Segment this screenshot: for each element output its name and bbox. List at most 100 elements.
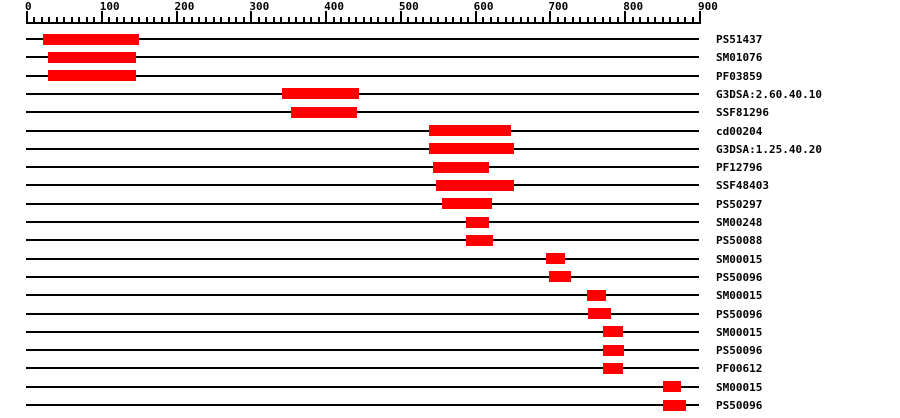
ruler-minor-tick <box>646 17 649 24</box>
feature-track[interactable]: SM00015 <box>0 323 900 341</box>
ruler-minor-tick <box>340 17 343 24</box>
feature-bar[interactable] <box>435 179 514 191</box>
ruler-minor-tick <box>616 17 619 24</box>
feature-backbone-line <box>26 385 699 388</box>
ruler-minor-tick <box>452 17 455 24</box>
feature-label: PS51437 <box>716 33 763 46</box>
feature-bar[interactable] <box>602 344 625 356</box>
feature-backbone-line <box>26 202 699 205</box>
ruler-tick-label: 900 <box>698 0 718 13</box>
ruler-tick-label: 700 <box>548 0 569 13</box>
feature-track[interactable]: PS50088 <box>0 231 900 249</box>
feature-track[interactable]: PS50096 <box>0 305 900 323</box>
feature-bar[interactable] <box>663 399 687 411</box>
ruler-minor-tick <box>295 17 298 24</box>
feature-backbone-line <box>26 404 699 406</box>
feature-track[interactable]: SM01076 <box>0 48 900 66</box>
ruler-minor-tick <box>407 17 410 24</box>
feature-backbone-line <box>26 184 699 187</box>
ruler-minor-tick <box>197 17 200 24</box>
ruler-minor-tick <box>302 17 305 24</box>
feature-track[interactable]: PS50096 <box>0 396 900 414</box>
feature-label: G3DSA:1.25.40.20 <box>716 142 822 156</box>
ruler-minor-tick <box>310 17 313 24</box>
feature-track[interactable]: SM00248 <box>0 213 900 231</box>
feature-track[interactable]: PF03859 <box>0 67 900 85</box>
ruler-minor-tick <box>384 17 387 24</box>
feature-track[interactable]: PS51437 <box>0 30 900 48</box>
feature-bar[interactable] <box>441 198 492 210</box>
feature-label: PF00612 <box>716 362 763 376</box>
feature-bar[interactable] <box>429 143 514 155</box>
ruler-minor-tick <box>362 17 365 24</box>
feature-bar[interactable] <box>47 70 136 82</box>
ruler-minor-tick <box>541 17 544 24</box>
feature-track[interactable]: PF12796 <box>0 158 900 176</box>
feature-bar[interactable] <box>602 362 623 374</box>
feature-backbone-line <box>26 111 699 114</box>
feature-label: SM00015 <box>716 252 763 266</box>
ruler-minor-tick <box>684 17 687 24</box>
feature-backbone-line <box>26 239 699 242</box>
ruler-major-tick <box>624 11 627 24</box>
feature-bar[interactable] <box>588 308 611 319</box>
ruler-minor-tick <box>437 17 440 24</box>
ruler-tick-label: 200 <box>174 0 195 13</box>
feature-bar[interactable] <box>663 381 682 393</box>
ruler-minor-tick <box>601 17 604 24</box>
feature-bar[interactable] <box>602 326 623 338</box>
ruler-minor-tick <box>160 17 163 24</box>
ruler-minor-tick <box>504 17 507 24</box>
ruler-minor-tick <box>392 17 395 24</box>
ruler-minor-tick <box>227 17 230 24</box>
ruler-minor-tick <box>190 17 193 24</box>
feature-bar[interactable] <box>586 289 607 301</box>
feature-label: PS50096 <box>716 344 763 358</box>
feature-bar[interactable] <box>465 234 493 246</box>
feature-track[interactable]: PS50096 <box>0 268 900 286</box>
feature-bar[interactable] <box>429 125 511 136</box>
ruler-minor-tick <box>654 17 657 24</box>
feature-label: PF12796 <box>716 161 763 175</box>
feature-track[interactable]: cd00204 <box>0 122 900 140</box>
ruler-minor-tick <box>422 17 425 24</box>
feature-bar[interactable] <box>432 161 489 173</box>
feature-label: PS50096 <box>716 307 763 321</box>
feature-bar[interactable] <box>43 33 139 45</box>
feature-track[interactable]: G3DSA:1.25.40.20 <box>0 140 900 158</box>
feature-track[interactable]: SM00015 <box>0 286 900 304</box>
ruler-minor-tick <box>265 17 268 24</box>
feature-bar[interactable] <box>465 216 489 228</box>
ruler-minor-tick <box>257 17 260 24</box>
ruler-minor-tick <box>527 17 529 24</box>
feature-label: SM00015 <box>716 325 763 339</box>
feature-bar[interactable] <box>47 51 136 63</box>
ruler-tick-label: 800 <box>623 0 644 13</box>
feature-track[interactable]: PS50297 <box>0 195 900 213</box>
ruler-minor-tick <box>669 17 672 24</box>
feature-bar[interactable] <box>548 271 572 283</box>
ruler-minor-tick <box>556 17 559 24</box>
feature-label: SM00015 <box>716 380 763 394</box>
ruler-minor-tick <box>377 17 380 24</box>
feature-track[interactable]: SSF48403 <box>0 176 900 194</box>
feature-bar[interactable] <box>546 253 566 265</box>
feature-track[interactable]: SSF81296 <box>0 103 900 121</box>
feature-track[interactable]: PS50096 <box>0 341 900 359</box>
feature-bar[interactable] <box>290 106 358 118</box>
feature-track[interactable]: G3DSA:2.60.40.10 <box>0 85 900 103</box>
feature-track[interactable]: PF00612 <box>0 359 900 377</box>
ruler-minor-tick <box>108 17 111 24</box>
feature-track[interactable]: SM00015 <box>0 250 900 268</box>
ruler-minor-tick <box>115 17 118 24</box>
ruler-major-tick <box>699 11 701 24</box>
ruler-minor-tick <box>183 17 186 24</box>
ruler-minor-tick <box>512 17 515 24</box>
ruler-minor-tick <box>153 17 156 24</box>
ruler-minor-tick <box>205 17 208 24</box>
ruler-minor-tick <box>33 17 36 24</box>
ruler-major-tick <box>399 11 402 24</box>
feature-backbone-line <box>26 294 699 297</box>
feature-bar[interactable] <box>282 88 359 100</box>
feature-track[interactable]: SM00015 <box>0 378 900 396</box>
